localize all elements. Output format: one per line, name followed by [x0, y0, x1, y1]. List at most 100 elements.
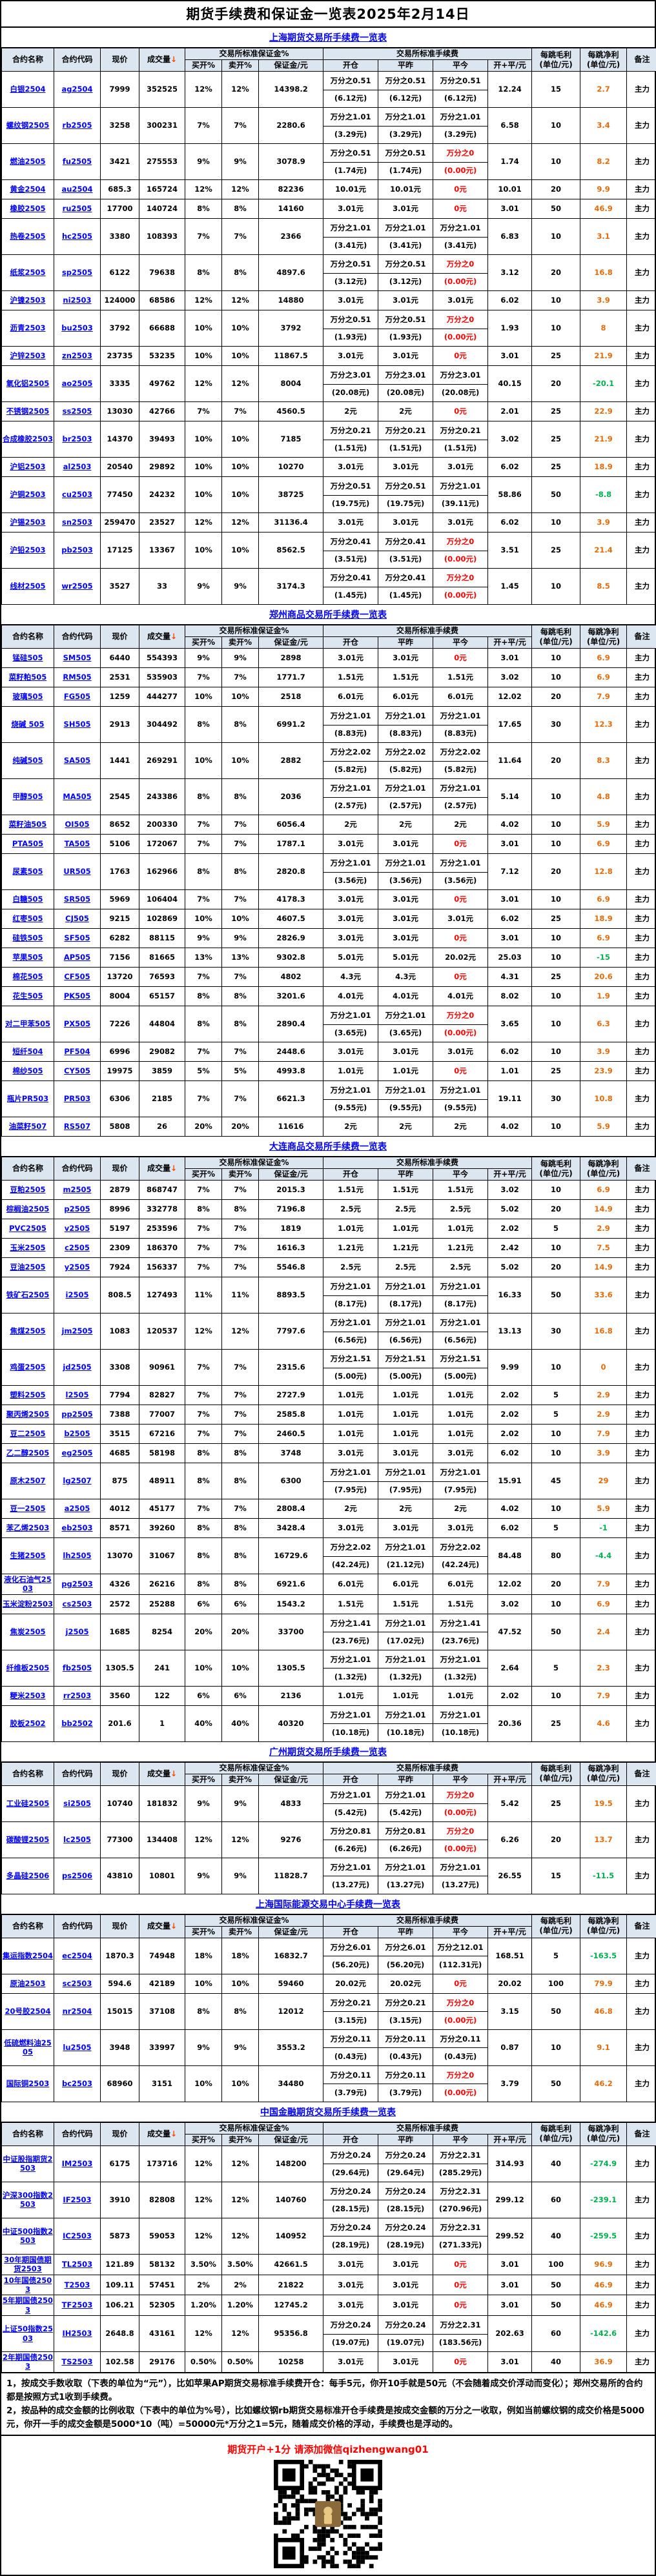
contract-name-link[interactable]: 沪铅2503	[10, 545, 45, 554]
contract-code-link[interactable]: TF2503	[62, 2300, 93, 2309]
contract-code-link[interactable]: zn2503	[62, 351, 92, 360]
contract-name-link[interactable]: 尿素505	[12, 867, 43, 876]
contract-code-link[interactable]: bb2502	[61, 1719, 92, 1728]
contract-code-link[interactable]: j2505	[66, 1627, 89, 1636]
contract-code-link[interactable]: nr2504	[63, 2007, 92, 2016]
contract-name-link[interactable]: 豆二2505	[10, 1429, 45, 1438]
contract-name-link[interactable]: 线材2505	[10, 582, 45, 591]
contract-name-link[interactable]: 原木2507	[10, 1476, 45, 1485]
contract-code-link[interactable]: lg2507	[63, 1476, 91, 1485]
contract-name-link[interactable]: 锰硅505	[12, 653, 43, 662]
contract-code-link[interactable]: pg2503	[61, 1579, 92, 1588]
contract-code-link[interactable]: PR503	[64, 1094, 90, 1103]
contract-code-link[interactable]: IC2503	[63, 2231, 92, 2240]
contract-code-link[interactable]: au2504	[62, 185, 93, 194]
contract-name-link[interactable]: 棕榈油2505	[6, 1204, 50, 1213]
contract-name-link[interactable]: 乙二醇2505	[6, 1448, 50, 1457]
contract-name-link[interactable]: PVC2505	[9, 1224, 46, 1233]
contract-code-link[interactable]: jm2505	[62, 1326, 93, 1335]
contract-name-link[interactable]: 2年期国债2503	[3, 2353, 53, 2371]
contract-code-link[interactable]: cs2503	[63, 1599, 92, 1608]
contract-code-link[interactable]: IF2503	[63, 2195, 91, 2204]
contract-code-link[interactable]: TL2503	[62, 2260, 92, 2269]
contract-name-link[interactable]: 集运指数2504	[3, 1951, 53, 1960]
contract-code-link[interactable]: SR505	[64, 895, 90, 904]
contract-name-link[interactable]: 鸡蛋2505	[10, 1363, 45, 1372]
contract-code-link[interactable]: fb2505	[63, 1663, 92, 1672]
contract-name-link[interactable]: 5年期国债2503	[3, 2296, 53, 2314]
contract-code-link[interactable]: l2505	[66, 1390, 89, 1399]
contract-name-link[interactable]: 黄金2504	[10, 185, 45, 194]
contract-name-link[interactable]: 沪深300指数2503	[3, 2191, 53, 2209]
contract-code-link[interactable]: RS507	[64, 1122, 90, 1131]
contract-code-link[interactable]: y2505	[65, 1263, 90, 1272]
contract-code-link[interactable]: PK505	[64, 991, 90, 1000]
contract-name-link[interactable]: 10年国债2503	[4, 2276, 52, 2294]
contract-name-link[interactable]: 纤维板2505	[6, 1663, 50, 1672]
contract-name-link[interactable]: 瓶片PR503	[7, 1094, 48, 1103]
contract-code-link[interactable]: PF504	[64, 1047, 90, 1056]
contract-code-link[interactable]: PX505	[64, 1019, 90, 1028]
contract-code-link[interactable]: ao2505	[62, 379, 93, 388]
contract-code-link[interactable]: ag2504	[62, 85, 93, 94]
contract-name-link[interactable]: 纯碱505	[12, 756, 43, 765]
contract-code-link[interactable]: hc2505	[62, 232, 92, 241]
contract-name-link[interactable]: 沪铜2503	[10, 490, 45, 499]
contract-code-link[interactable]: eg2505	[61, 1448, 92, 1457]
contract-name-link[interactable]: 原油2503	[10, 1979, 45, 1988]
contract-code-link[interactable]: al2503	[63, 462, 92, 471]
contract-name-link[interactable]: 菜籽粕505	[9, 673, 47, 682]
contract-code-link[interactable]: OI505	[65, 820, 89, 829]
contract-code-link[interactable]: rb2505	[63, 121, 92, 130]
contract-name-link[interactable]: 对二甲苯505	[5, 1019, 50, 1028]
contract-name-link[interactable]: 沪镍2503	[10, 296, 45, 305]
contract-code-link[interactable]: b2505	[64, 1429, 90, 1438]
contract-name-link[interactable]: 聚丙烯2505	[6, 1410, 50, 1419]
contract-name-link[interactable]: 沪锡2503	[10, 518, 45, 527]
contract-code-link[interactable]: a2505	[65, 1504, 90, 1513]
contract-code-link[interactable]: CJ505	[65, 914, 89, 923]
contract-code-link[interactable]: ru2505	[63, 204, 92, 213]
contract-name-link[interactable]: 红枣505	[12, 914, 43, 923]
contract-code-link[interactable]: bu2503	[61, 323, 92, 332]
contract-name-link[interactable]: 国际铜2503	[6, 2079, 50, 2088]
contract-name-link[interactable]: 粳米2503	[10, 1691, 45, 1700]
contract-code-link[interactable]: TA505	[65, 839, 90, 848]
contract-name-link[interactable]: 沪锌2503	[10, 351, 45, 360]
contract-name-link[interactable]: 玻璃505	[12, 692, 43, 701]
contract-name-link[interactable]: 合成橡胶2503	[3, 434, 53, 443]
contract-code-link[interactable]: SF505	[64, 933, 90, 942]
contract-name-link[interactable]: 胶板2502	[10, 1719, 45, 1728]
contract-name-link[interactable]: 中证500指数2503	[3, 2227, 53, 2245]
contract-code-link[interactable]: UR505	[63, 867, 90, 876]
contract-code-link[interactable]: cu2503	[62, 490, 92, 499]
contract-code-link[interactable]: lh2505	[63, 1551, 91, 1560]
contract-code-link[interactable]: sp2505	[62, 268, 92, 277]
contract-code-link[interactable]: pb2503	[61, 545, 92, 554]
contract-name-link[interactable]: 苯乙烯2503	[6, 1523, 50, 1532]
contract-code-link[interactable]: T2503	[65, 2280, 90, 2289]
contract-code-link[interactable]: AP505	[64, 953, 90, 962]
contract-name-link[interactable]: 苹果505	[12, 953, 43, 962]
contract-code-link[interactable]: c2505	[65, 1243, 90, 1252]
contract-code-link[interactable]: ni2503	[63, 296, 91, 305]
contract-code-link[interactable]: p2505	[64, 1204, 90, 1213]
contract-name-link[interactable]: 棉纱505	[12, 1066, 43, 1075]
contract-name-link[interactable]: 白糖505	[12, 895, 43, 904]
contract-name-link[interactable]: 碳酸锂2505	[6, 1835, 50, 1844]
contract-code-link[interactable]: rr2503	[63, 1691, 91, 1700]
contract-name-link[interactable]: 塑料2505	[10, 1390, 45, 1399]
contract-name-link[interactable]: 焦炭2505	[10, 1627, 45, 1636]
contract-code-link[interactable]: eb2503	[61, 1523, 92, 1532]
contract-name-link[interactable]: 热卷2505	[10, 232, 45, 241]
contract-name-link[interactable]: 豆粕2505	[10, 1185, 45, 1194]
contract-name-link[interactable]: 铁矿石2505	[6, 1290, 50, 1299]
contract-name-link[interactable]: 燃油2505	[10, 157, 45, 166]
contract-name-link[interactable]: 花生505	[12, 991, 43, 1000]
contract-name-link[interactable]: 沥青2503	[10, 323, 45, 332]
contract-name-link[interactable]: 20号胶2504	[5, 2007, 50, 2016]
contract-code-link[interactable]: wr2505	[61, 582, 92, 591]
contract-code-link[interactable]: ps2506	[62, 1871, 92, 1880]
contract-name-link[interactable]: 纸浆2505	[10, 268, 45, 277]
contract-code-link[interactable]: sc2503	[63, 1979, 92, 1988]
